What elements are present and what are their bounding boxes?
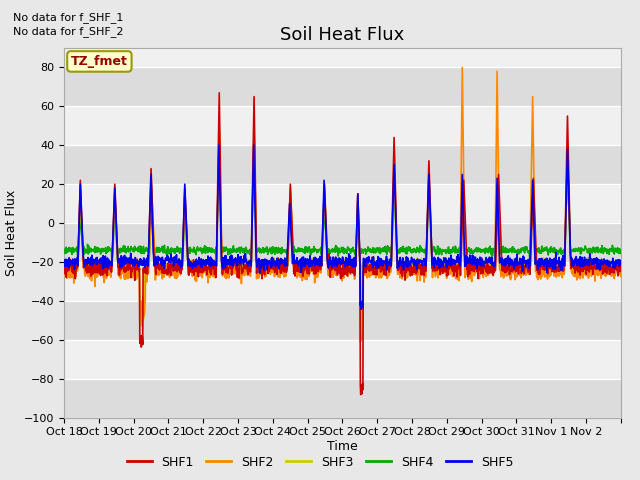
Bar <box>64 68 621 107</box>
Bar <box>64 379 621 418</box>
X-axis label: Time: Time <box>327 440 358 453</box>
Bar <box>64 223 621 262</box>
Text: TZ_fmet: TZ_fmet <box>71 55 128 68</box>
Bar <box>64 301 621 340</box>
Bar <box>64 145 621 184</box>
Bar <box>64 340 621 379</box>
Y-axis label: Soil Heat Flux: Soil Heat Flux <box>5 190 19 276</box>
Bar <box>64 262 621 301</box>
Bar <box>64 184 621 223</box>
Bar <box>64 107 621 145</box>
Text: No data for f_SHF_1: No data for f_SHF_1 <box>13 12 123 23</box>
Text: No data for f_SHF_2: No data for f_SHF_2 <box>13 26 124 37</box>
Title: Soil Heat Flux: Soil Heat Flux <box>280 25 404 44</box>
Legend: SHF1, SHF2, SHF3, SHF4, SHF5: SHF1, SHF2, SHF3, SHF4, SHF5 <box>122 451 518 474</box>
